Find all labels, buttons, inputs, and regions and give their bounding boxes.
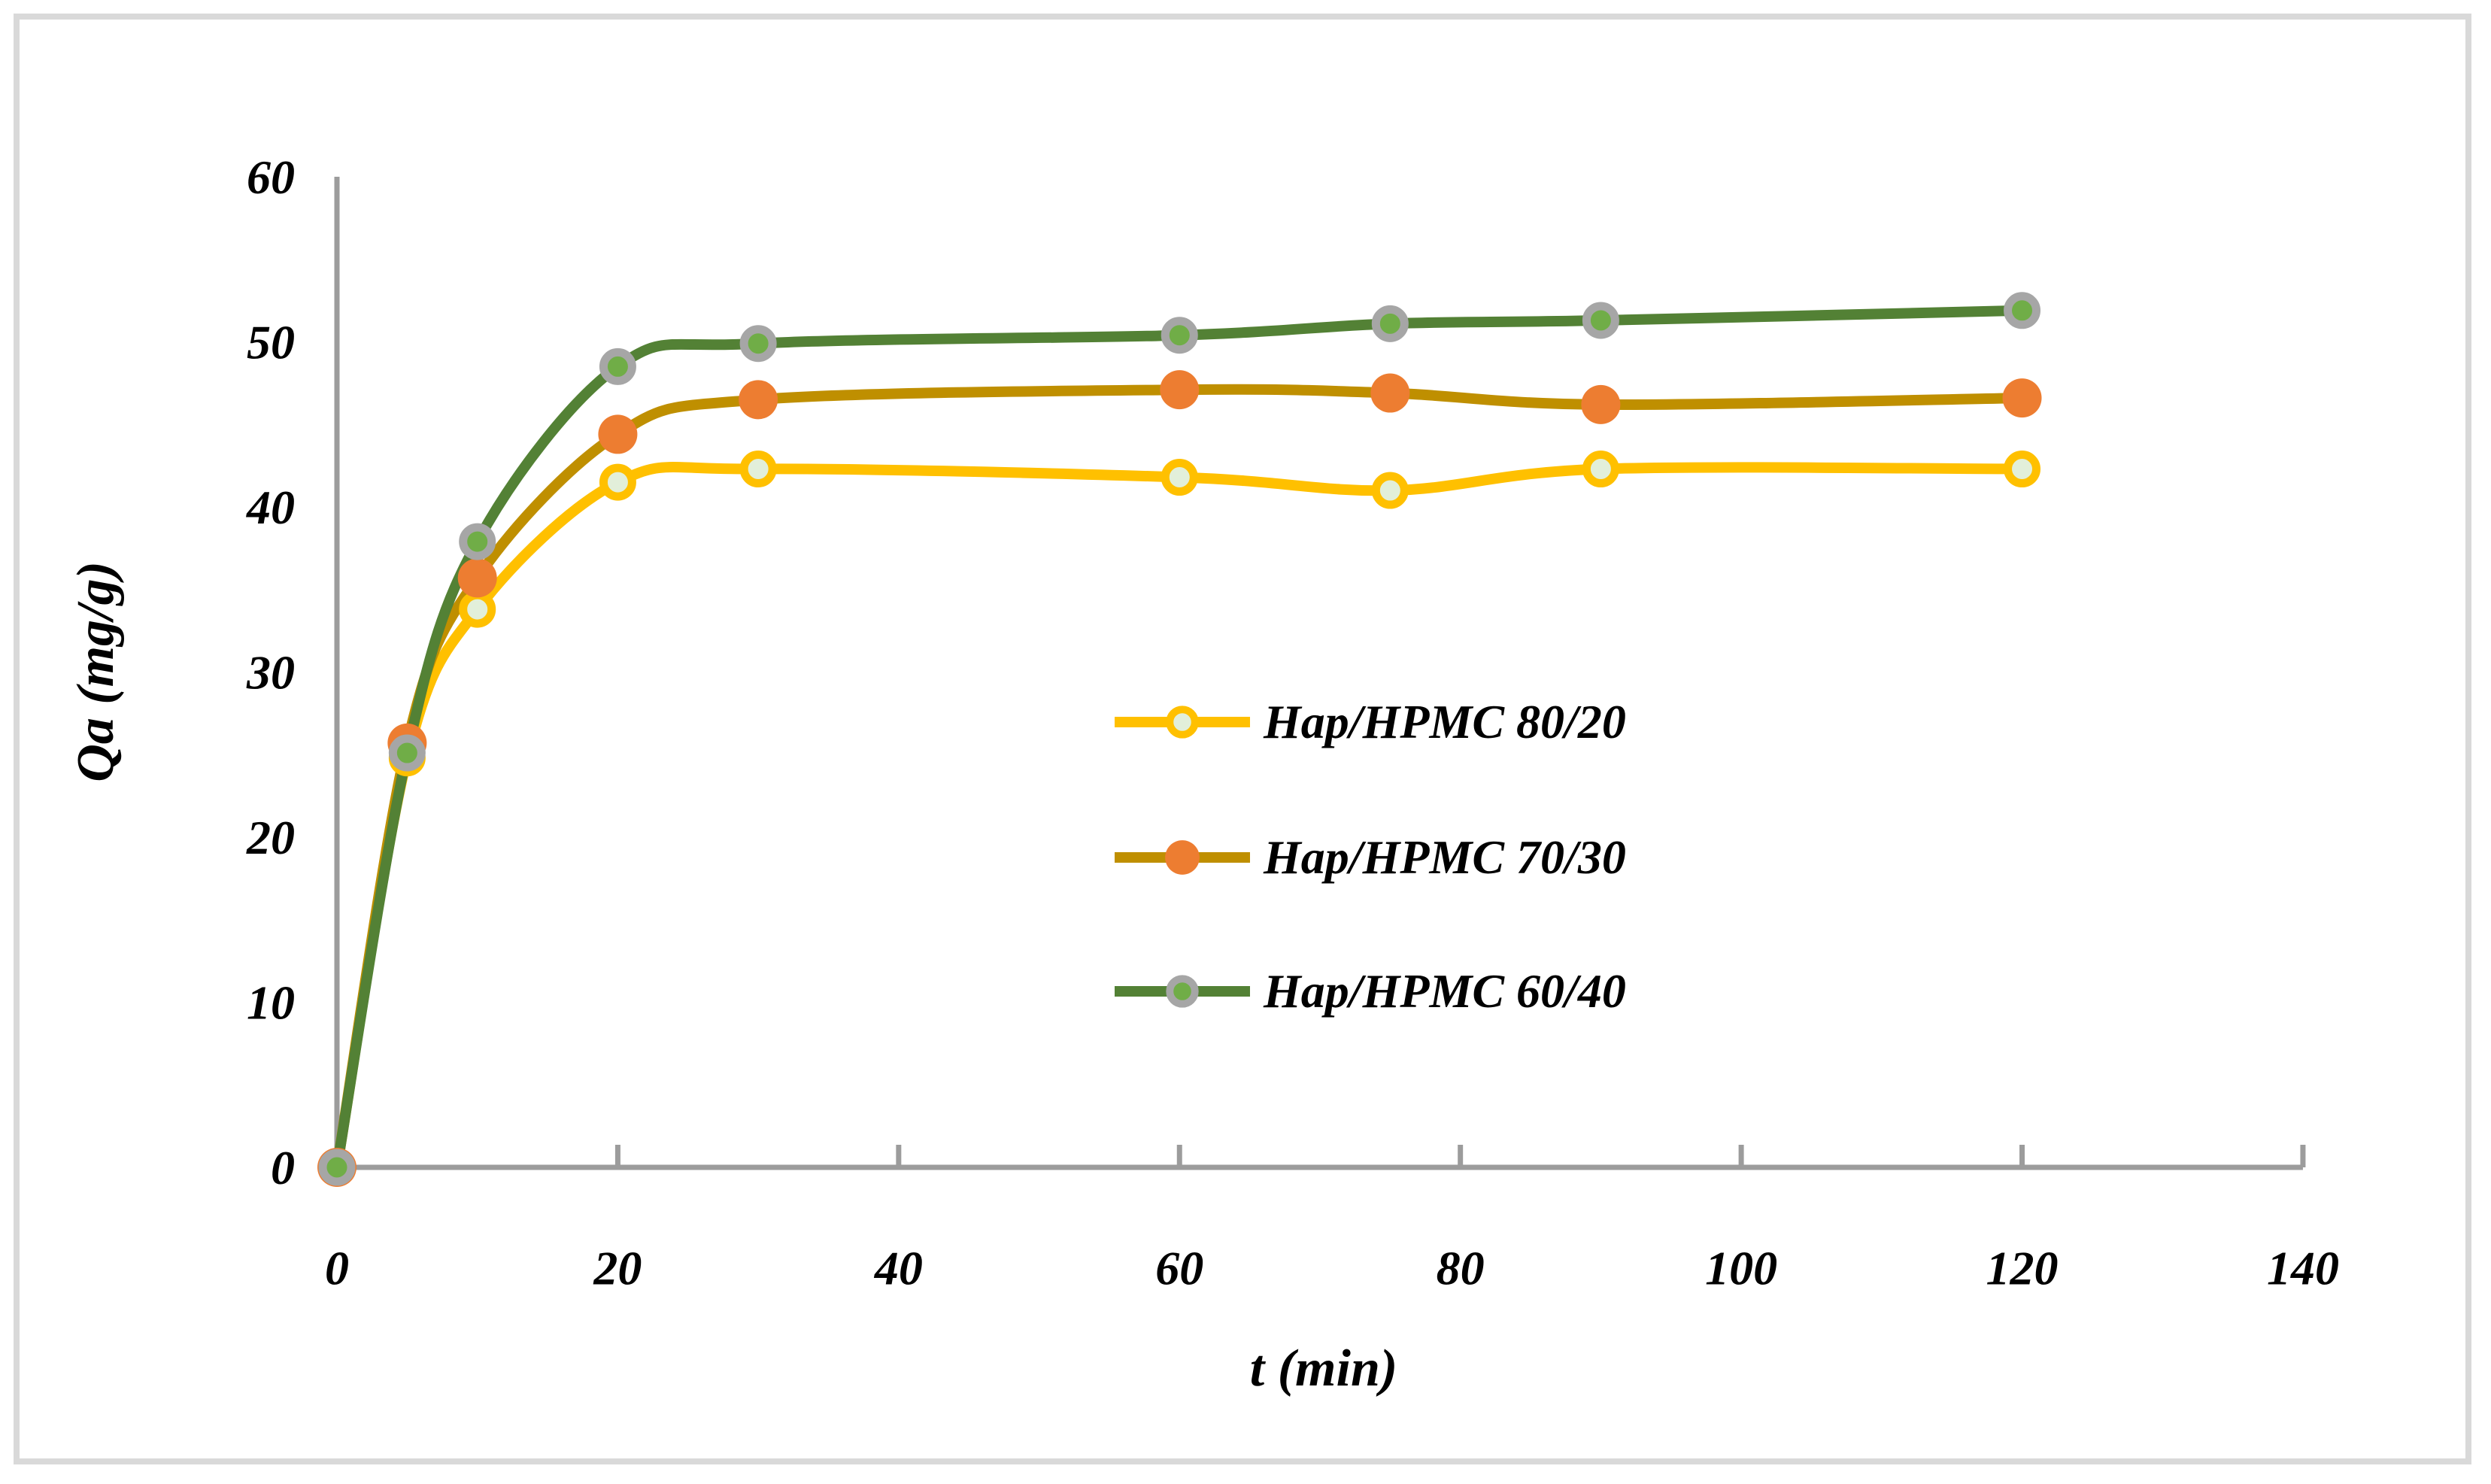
series-marker-1	[459, 590, 496, 628]
series-marker-2	[1581, 384, 1621, 424]
legend-item: Hap/HPMC 70/30	[1115, 830, 1626, 884]
series-marker-1	[1371, 472, 1409, 509]
plot-area: 0 20 40 60 80 100 120 140 0 10 20 30 40 50 60	[246, 150, 2339, 1295]
series-marker-1	[1582, 451, 1619, 488]
legend-label: Hap/HPMC 70/30	[1263, 830, 1626, 884]
y-axis-title: Qa (mg/g)	[67, 561, 125, 782]
series-line-1	[332, 462, 2028, 1173]
series-marker-2	[2002, 378, 2042, 418]
series-marker-2	[1370, 373, 1410, 413]
legend-marker-swatch	[1165, 840, 1200, 875]
series-marker-3	[388, 734, 426, 772]
legend-label: Hap/HPMC 60/40	[1263, 964, 1626, 1018]
x-tick-label: 60	[1155, 1242, 1203, 1295]
series-line-2	[332, 384, 2028, 1173]
chart-legend: Hap/HPMC 80/20 Hap/HPMC 70/30 Hap/HPMC 60/…	[1115, 695, 1626, 1018]
series-marker-3	[318, 1149, 356, 1186]
series-marker-1	[599, 463, 636, 501]
legend-item: Hap/HPMC 60/40	[1115, 964, 1626, 1018]
y-tick-label: 20	[246, 811, 295, 864]
y-tick-label: 30	[246, 646, 295, 700]
series-marker-2	[1160, 370, 1200, 410]
series-line-3	[332, 305, 2028, 1173]
series-marker-3	[1371, 305, 1409, 342]
x-tick-label: 20	[593, 1242, 642, 1295]
y-tick-label: 40	[246, 481, 295, 534]
y-tick-label: 0	[271, 1141, 295, 1194]
legend-marker-swatch	[1166, 706, 1199, 739]
series-marker-3	[2004, 292, 2041, 329]
series-marker-3	[1161, 317, 1198, 354]
series-marker-1	[739, 451, 777, 488]
series-marker-3	[459, 523, 496, 560]
legend-item: Hap/HPMC 80/20	[1115, 695, 1626, 748]
x-axis-title: t (min)	[1250, 1340, 1397, 1398]
series-marker-1	[2004, 451, 2041, 488]
x-tick-label: 0	[325, 1242, 349, 1295]
legend-label: Hap/HPMC 80/20	[1263, 695, 1626, 748]
y-tick-label: 60	[247, 150, 295, 204]
chart-outer-border	[14, 14, 2471, 1464]
x-tick-label: 140	[2267, 1242, 2339, 1295]
series-marker-3	[739, 325, 777, 363]
series-marker-2	[598, 414, 638, 454]
x-tick-label: 40	[874, 1242, 923, 1295]
series-marker-1	[1161, 458, 1198, 496]
y-tick-label: 10	[247, 976, 295, 1030]
series-marker-3	[1582, 302, 1619, 339]
series-marker-2	[457, 558, 497, 598]
y-tick-label: 50	[247, 316, 295, 369]
x-tick-label: 80	[1437, 1242, 1485, 1295]
series-marker-3	[599, 347, 636, 385]
series-marker-2	[739, 380, 778, 420]
x-tick-label: 100	[1705, 1242, 1777, 1295]
legend-marker-swatch	[1166, 975, 1199, 1008]
x-tick-label: 120	[1986, 1242, 2059, 1295]
